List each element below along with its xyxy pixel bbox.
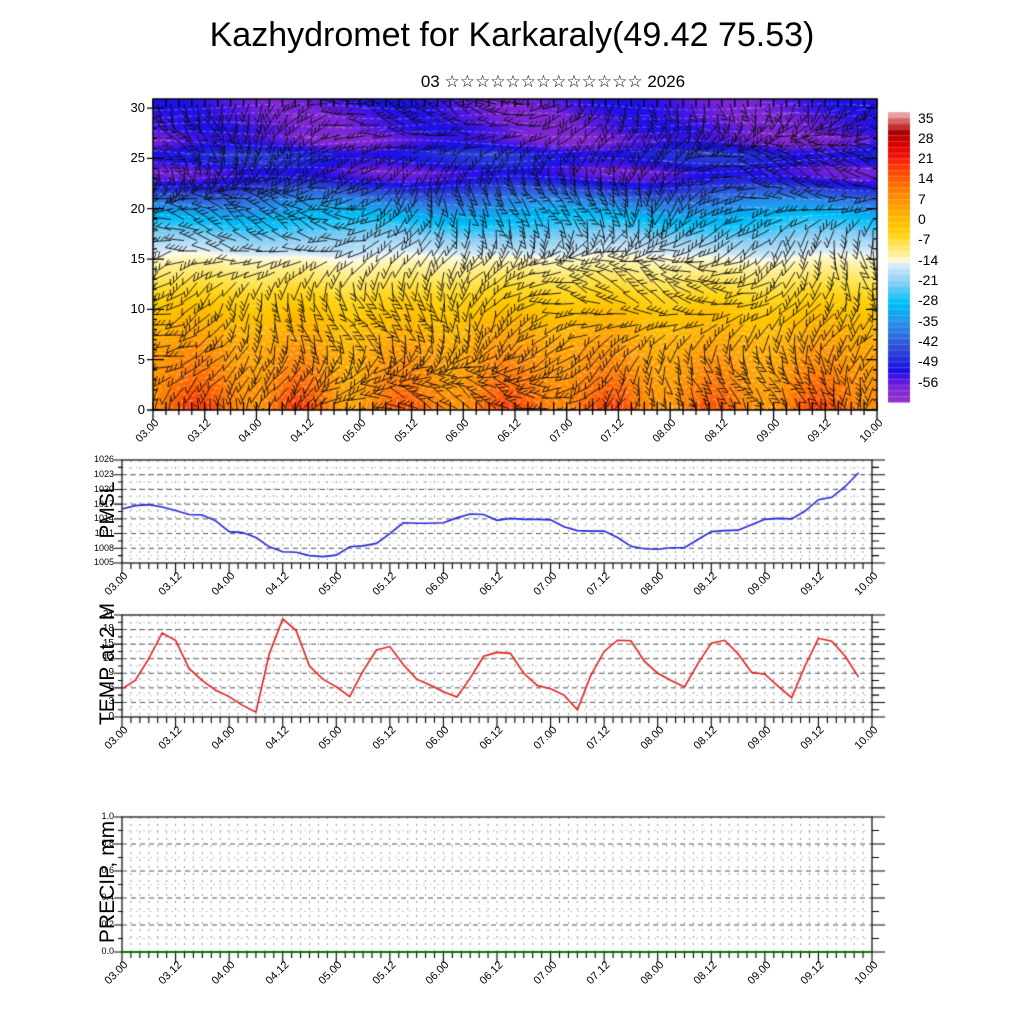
y-tick-label-precip: 0.2 [101, 919, 114, 930]
y-tick-label-temp2m: 6 [108, 681, 114, 693]
y-tick-label-cross-section: 20 [130, 200, 145, 216]
y-tick-label-pmsl: 1011 [94, 527, 114, 538]
colorbar-tick-label: -42 [918, 332, 939, 349]
y-tick-label-cross-section: 0 [137, 402, 145, 417]
colorbar-tick-label: -14 [918, 251, 939, 268]
y-tick-label-pmsl: 1020 [93, 483, 114, 494]
y-tick-label-cross-section: 10 [130, 301, 145, 317]
y-tick-label-temp2m: 15 [102, 637, 114, 649]
y-tick-label-temp2m: 21 [102, 608, 114, 620]
colorbar-tick-label: 14 [918, 170, 934, 187]
y-tick-label-precip: 1.0 [101, 811, 114, 822]
colorbar-tick-label: 35 [918, 109, 934, 126]
y-tick-label-pmsl: 1014 [93, 513, 114, 524]
y-tick-label-temp2m: 3 [108, 696, 114, 708]
y-tick-label-cross-section: 30 [130, 100, 145, 116]
colorbar-tick-label: 28 [918, 129, 934, 146]
y-tick-label-temp2m: 0 [108, 710, 114, 722]
y-tick-label-pmsl: 1005 [93, 557, 114, 568]
page-subtitle: 03 ☆☆☆☆☆☆☆☆☆☆☆☆☆ 2026 [420, 72, 686, 91]
y-tick-label-precip: 0.4 [101, 892, 114, 903]
y-tick-label-temp2m: 12 [102, 652, 114, 664]
y-tick-label-cross-section: 25 [130, 150, 145, 166]
y-tick-label-pmsl: 1026 [93, 454, 114, 465]
y-tick-label-precip: 0.6 [101, 865, 114, 876]
colorbar-tick-label: -35 [918, 312, 939, 329]
y-tick-label-cross-section: 15 [130, 251, 145, 267]
y-tick-label-cross-section: 5 [137, 351, 145, 367]
colorbar-tick-label: -56 [918, 373, 939, 390]
y-tick-label-precip: 0.0 [101, 946, 114, 957]
y-tick-label-precip: 0.8 [101, 838, 114, 849]
y-tick-label-pmsl: 1017 [93, 498, 114, 509]
y-tick-label-temp2m: 9 [108, 667, 114, 679]
colorbar-tick-label: 21 [918, 150, 934, 167]
colorbar-tick-label: -28 [918, 292, 939, 309]
colorbar-tick-label: 0 [918, 211, 926, 228]
colorbar-tick-label: -7 [918, 231, 931, 248]
y-tick-label-pmsl: 1023 [93, 469, 114, 480]
y-tick-label-temp2m: 18 [102, 623, 114, 635]
colorbar-tick-label: -21 [918, 271, 939, 288]
page-title: Kazhydromet for Karkaraly(49.42 75.53) [209, 16, 815, 54]
colorbar-tick-label: -49 [918, 353, 939, 370]
y-tick-label-pmsl: 1008 [93, 542, 114, 553]
colorbar-tick-label: 7 [918, 190, 926, 207]
